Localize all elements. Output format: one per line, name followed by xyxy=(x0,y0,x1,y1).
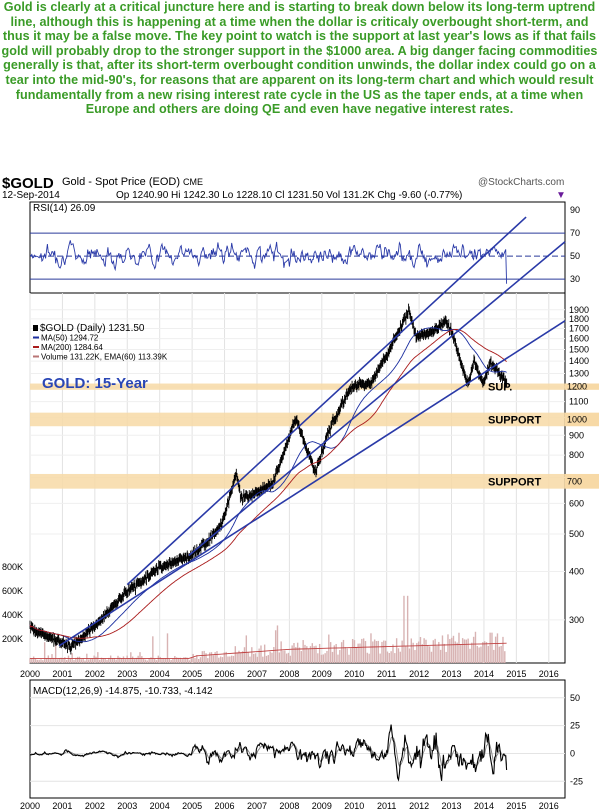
price-tick-label: 1800 xyxy=(569,314,589,324)
x-tick-label: 2003 xyxy=(117,801,137,811)
down-marker: ▼ xyxy=(556,190,566,201)
volume-ema-line xyxy=(30,642,507,659)
rsi-line xyxy=(30,240,508,284)
x-tick-label: 2013 xyxy=(441,801,461,811)
legend-item: MA(200) 1284.64 xyxy=(41,343,103,352)
rsi-label: RSI(14) 26.09 xyxy=(33,203,96,214)
ma50-line xyxy=(29,327,507,643)
price-tick-label: 1500 xyxy=(569,345,589,355)
price-tick-label: 800 xyxy=(569,450,584,460)
price-tick-label: 1100 xyxy=(569,397,588,407)
price-tick-label: 1300 xyxy=(569,369,589,379)
x-tick-label: 2001 xyxy=(52,669,72,679)
support-tag-bg xyxy=(565,383,599,390)
x-tick-label: 2010 xyxy=(344,669,364,679)
legend-swatch xyxy=(33,325,38,331)
legend-item: Volume 131.22K, EMA(60) 113.39K xyxy=(41,353,168,362)
trendline xyxy=(188,241,566,557)
x-tick-label: 2014 xyxy=(474,669,494,679)
x-tick-label: 2011 xyxy=(377,801,396,811)
ma200-line xyxy=(29,329,507,639)
volume-tick-label: 200K xyxy=(2,634,23,644)
chart-exchange: CME xyxy=(183,177,203,187)
support-label: SUPPORT xyxy=(488,414,541,426)
price-tick-label: 1900 xyxy=(569,305,589,315)
watermark: @StockCharts.com xyxy=(478,177,564,188)
x-tick-label: 2004 xyxy=(150,669,170,679)
price-tick-label: 1700 xyxy=(569,323,589,333)
x-tick-label: 2007 xyxy=(247,669,267,679)
legend-item: MA(50) 1294.72 xyxy=(41,334,99,343)
x-tick-label: 2010 xyxy=(344,801,364,811)
volume-tick-label: 400K xyxy=(2,610,23,620)
price-tick-label: 500 xyxy=(569,529,584,539)
price-tick-label: 400 xyxy=(569,567,584,577)
support-tag-bg xyxy=(565,473,599,489)
x-tick-label: 2009 xyxy=(312,669,332,679)
ohlc-readout: Op 1240.90 Hi 1242.30 Lo 1228.10 Cl 1231… xyxy=(116,190,462,201)
x-tick-label: 2012 xyxy=(409,801,429,811)
chart-date: 12-Sep-2014 xyxy=(2,190,60,201)
price-tick-label: 600 xyxy=(569,498,584,508)
x-tick-label: 2014 xyxy=(474,801,494,811)
commentary-text: Gold is clearly at a critical juncture h… xyxy=(1,0,598,117)
rsi-tick-label: 30 xyxy=(570,274,580,284)
gold-chart: $GOLD Gold - Spot Price (EOD) CME @Stock… xyxy=(2,175,599,811)
rsi-tick-label: 70 xyxy=(570,228,580,238)
macd-tick-label: 0 xyxy=(570,748,575,758)
x-tick-label: 2002 xyxy=(85,669,105,679)
rsi-tick-label: 50 xyxy=(570,251,580,261)
x-tick-label: 2011 xyxy=(377,669,396,679)
support-value-label: 700 xyxy=(567,476,582,486)
trendline xyxy=(58,320,566,647)
macd-label: MACD(12,26,9) -14.875, -10.733, -4.142 xyxy=(33,686,213,697)
support-band xyxy=(30,412,565,427)
macd-tick-label: 50 xyxy=(570,693,580,703)
price-tick-label: 1400 xyxy=(569,356,589,366)
macd-panel xyxy=(29,679,566,799)
x-tick-label: 2005 xyxy=(182,669,202,679)
support-label: SUP. xyxy=(488,382,512,394)
price-tick-label: 900 xyxy=(569,430,584,440)
x-tick-label: 2015 xyxy=(506,669,526,679)
x-tick-label: 2016 xyxy=(539,669,559,679)
x-tick-label: 2007 xyxy=(247,801,267,811)
x-tick-label: 2006 xyxy=(215,801,235,811)
support-label: SUPPORT xyxy=(488,476,541,488)
x-tick-label: 2015 xyxy=(506,801,526,811)
x-tick-label: 2002 xyxy=(85,801,105,811)
legend-item: $GOLD (Daily) 1231.50 xyxy=(40,323,145,334)
support-band xyxy=(30,473,565,489)
chart-title: GOLD: 15-Year xyxy=(42,375,148,392)
price-tick-label: 300 xyxy=(569,615,584,625)
x-tick-label: 2013 xyxy=(441,669,461,679)
support-tag-bg xyxy=(565,412,599,427)
chart-name: Gold - Spot Price (EOD) xyxy=(62,176,180,188)
x-tick-label: 2001 xyxy=(52,801,72,811)
trendline xyxy=(126,216,527,586)
price-tick-label: 1600 xyxy=(569,334,589,344)
x-tick-label: 2009 xyxy=(312,801,332,811)
macd-tick-label: -25 xyxy=(570,776,583,786)
volume-tick-label: 800K xyxy=(2,562,23,572)
volume-tick-label: 600K xyxy=(2,586,23,596)
support-band xyxy=(30,383,565,390)
rsi-tick-label: 90 xyxy=(570,205,580,215)
x-tick-label: 2008 xyxy=(279,801,299,811)
x-tick-label: 2006 xyxy=(215,669,235,679)
support-value-label: 1200 xyxy=(567,382,587,392)
x-tick-label: 2000 xyxy=(20,801,40,811)
x-tick-label: 2000 xyxy=(20,669,40,679)
support-value-label: 1000 xyxy=(567,414,587,424)
x-tick-label: 2005 xyxy=(182,801,202,811)
x-tick-label: 2008 xyxy=(279,669,299,679)
x-tick-label: 2004 xyxy=(150,801,170,811)
macd-tick-label: 25 xyxy=(570,721,580,731)
x-tick-label: 2003 xyxy=(117,669,137,679)
macd-line xyxy=(30,724,508,782)
x-tick-label: 2012 xyxy=(409,669,429,679)
rsi-panel xyxy=(29,201,566,294)
x-tick-label: 2016 xyxy=(539,801,559,811)
chart-symbol: $GOLD xyxy=(2,175,54,192)
